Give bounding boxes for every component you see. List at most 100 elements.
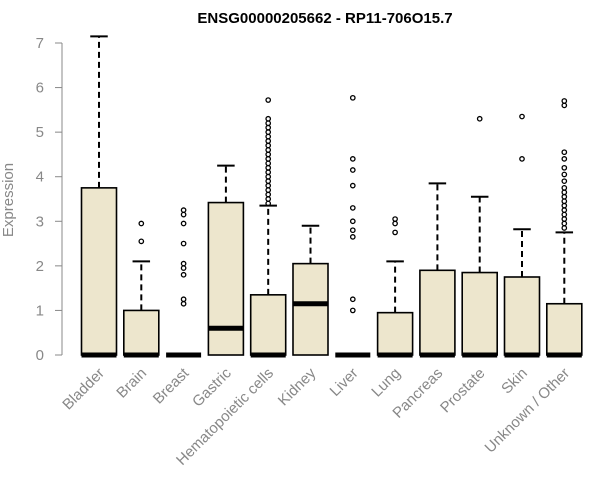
outlier-point [180,240,187,247]
box-9 [461,115,499,358]
outlier-point [180,207,187,213]
outlier-point [265,169,272,176]
box-7 [376,216,414,358]
y-tick-label: 2 [36,258,44,275]
outlier-point [561,178,568,185]
outlier-point [476,115,483,122]
outlier-point [265,147,272,153]
box-5 [292,224,329,356]
y-tick-label: 0 [36,347,44,364]
outlier-point [349,167,356,173]
outlier-point [561,185,568,191]
y-tick-label: 6 [36,80,44,97]
box-rect [80,187,118,356]
outlier-point [561,189,568,196]
outlier-point [265,178,272,185]
outlier-point [180,211,187,218]
outlier-point [180,265,187,271]
x-tick-label: Brain [113,365,150,402]
y-tick-label: 1 [36,302,44,319]
outlier-point [349,227,356,234]
box-4 [249,97,287,358]
box-2 [166,207,202,358]
x-tick-label: Liver [327,365,362,400]
y-tick-label: 5 [36,124,44,141]
y-tick-label: 3 [36,213,44,230]
x-tick-label: Bladder [59,365,108,414]
outlier-point [265,182,272,189]
outlier-point [265,164,272,171]
x-tick-label: Lung [368,365,404,401]
box-rect [545,302,583,356]
box-6 [335,94,371,358]
outlier-point [561,102,568,109]
y-axis-label: Expression [0,163,17,237]
outlier-point [561,171,568,178]
x-tick-label: Kidney [275,364,320,409]
outlier-point [180,300,187,307]
outlier-point [180,296,187,303]
outlier-point [349,296,356,303]
outlier-point [265,196,272,202]
outlier-point [561,198,568,205]
outlier-point [265,133,272,140]
outlier-point [349,182,356,189]
outlier-point [138,220,145,227]
outlier-point [265,124,272,131]
outlier-point [180,271,187,278]
outlier-point [180,260,187,267]
box-rect [376,311,414,356]
outlier-point [349,205,356,211]
outlier-point [561,216,568,222]
outlier-point [561,193,568,200]
outlier-point [265,129,272,135]
outlier-point [265,115,272,122]
outlier-point [265,160,272,167]
outlier-point [265,97,272,103]
outlier-point [180,220,187,227]
x-tick-label: Prostate [437,365,489,417]
outlier-point [265,173,272,180]
box-rect [123,309,160,356]
y-tick-label: 4 [36,169,44,186]
box-rect [249,294,287,356]
chart-title: ENSG00000205662 - RP11-706O15.7 [197,10,452,27]
box-rect [503,276,541,356]
outlier-point [561,220,568,227]
outlier-point [561,164,568,171]
outlier-point [265,156,272,162]
outlier-point [561,211,568,218]
outlier-point [349,234,356,240]
outlier-point [265,120,272,127]
outlier-point [349,156,356,162]
outlier-point [349,307,356,314]
outlier-point [265,138,272,144]
x-tick-label: Skin [498,365,531,398]
outlier-point [561,207,568,213]
box-1 [123,220,160,358]
outlier-point [561,156,568,162]
box-3 [207,164,245,356]
outlier-point [519,156,525,162]
outlier-point [561,98,568,104]
outlier-point [392,216,398,222]
outlier-point [349,94,356,101]
outlier-point [392,220,398,227]
outlier-point [519,113,525,120]
outlier-point [138,238,145,245]
outlier-point [561,202,568,209]
box-rect [292,262,329,356]
boxes [80,35,583,358]
y-tick-label: 7 [36,35,44,52]
box-10 [503,113,541,358]
outlier-point [265,142,272,149]
outlier-point [561,149,568,156]
box-8 [419,182,456,358]
box-11 [545,98,583,358]
outlier-point [265,151,272,158]
box-rect [207,201,245,356]
outlier-point [265,191,272,198]
outlier-point [349,218,356,225]
